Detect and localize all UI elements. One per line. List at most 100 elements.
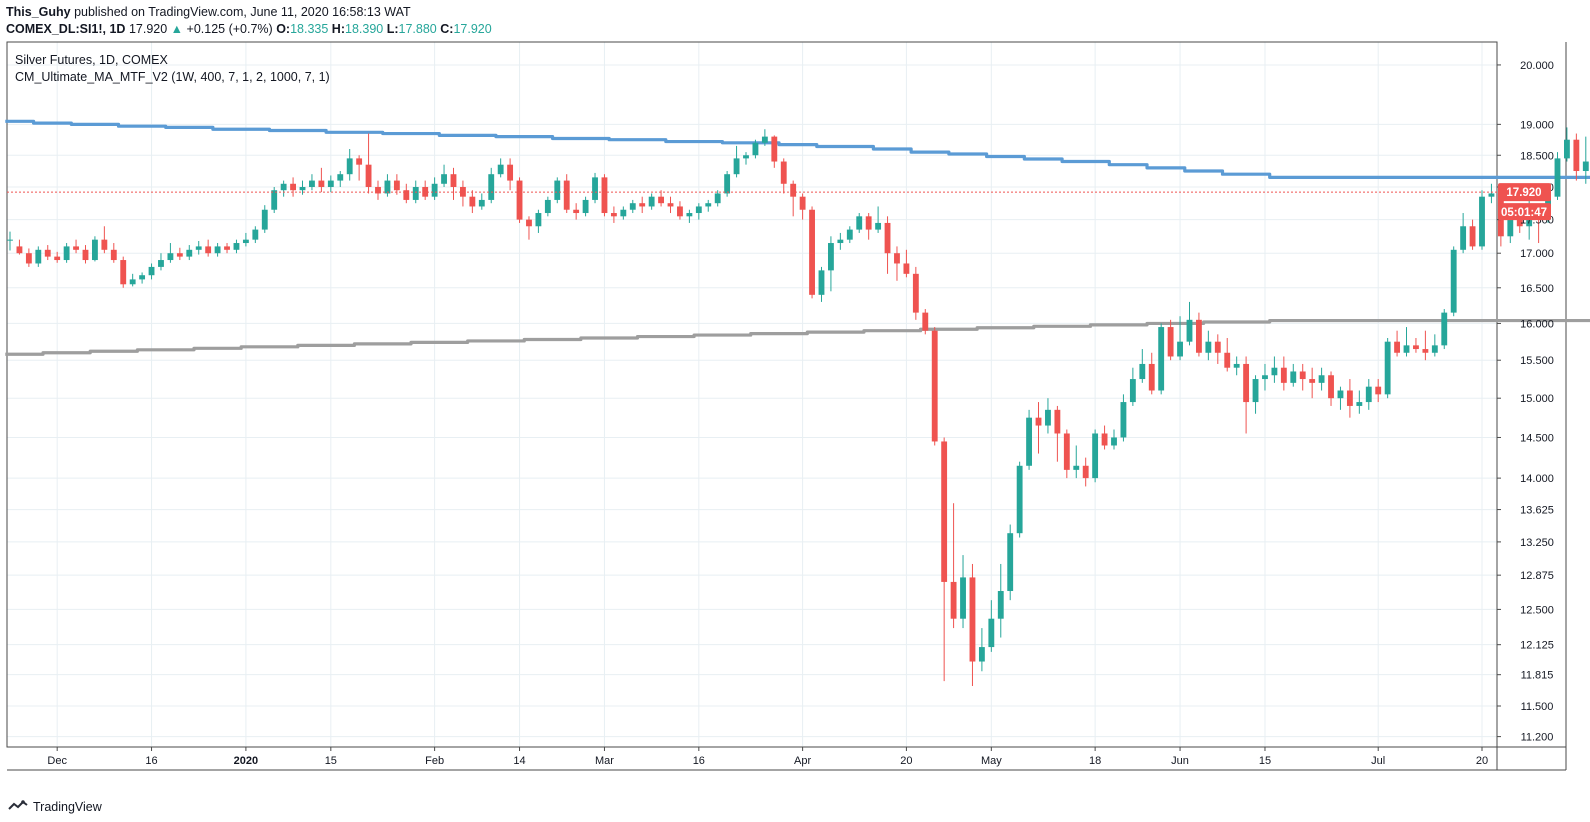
chart-title: Silver Futures, 1D, COMEX <box>15 53 168 67</box>
candle-body <box>148 266 155 276</box>
candle-body <box>535 213 542 227</box>
price-tick-label: 11.500 <box>1521 701 1554 713</box>
high-value: 18.390 <box>345 22 384 36</box>
candle-body <box>139 275 146 280</box>
countdown-badge <box>1498 203 1551 221</box>
low-value: 17.880 <box>398 22 437 36</box>
candle-body <box>327 180 334 187</box>
candle-body <box>309 180 315 187</box>
candle-body <box>110 249 117 261</box>
candle-body <box>544 199 551 214</box>
candle-body <box>1092 433 1099 479</box>
author-name[interactable]: This_Guhy <box>6 5 71 19</box>
candle-body <box>1111 437 1117 446</box>
candle-body <box>988 618 995 648</box>
candle-body <box>1280 367 1287 383</box>
time-tick-label: 16 <box>145 755 157 767</box>
candle-body <box>375 186 381 194</box>
chart-header: This_Guhy published on TradingView.com, … <box>6 4 1566 38</box>
up-arrow-icon: ▲ <box>170 22 184 36</box>
candle-body <box>25 253 32 264</box>
candle-body <box>1460 226 1467 250</box>
close-value: 17.920 <box>453 22 492 36</box>
candle-body <box>224 246 230 250</box>
candles <box>7 127 1589 687</box>
candle-body <box>1054 409 1061 434</box>
candle-body <box>978 647 985 662</box>
candle-body <box>1422 349 1429 353</box>
candle-body <box>1479 196 1485 247</box>
candle-body <box>73 246 79 250</box>
candle-body <box>54 256 61 261</box>
candle-body <box>422 186 429 197</box>
candle-body <box>677 206 683 217</box>
candle-body <box>1337 390 1344 399</box>
candle-body <box>894 253 900 264</box>
candle-body <box>1082 465 1089 479</box>
candle-body <box>1299 371 1306 380</box>
candle-body <box>205 246 212 254</box>
candle-body <box>1007 533 1014 592</box>
price-tick-label: 14.500 <box>1520 432 1554 444</box>
candle-body <box>610 213 617 217</box>
candle-body <box>950 581 957 619</box>
candle-body <box>714 193 721 204</box>
candle-body <box>1309 379 1316 383</box>
footer: TradingView <box>8 797 102 817</box>
candle-body <box>271 190 278 210</box>
candle-body <box>695 206 702 214</box>
candle-body <box>44 249 51 257</box>
candle-body <box>1214 341 1221 353</box>
time-tick-label: 16 <box>693 755 705 767</box>
tradingview-logo-icon[interactable] <box>8 800 28 814</box>
candle-body <box>441 174 447 184</box>
candle-body <box>1488 193 1495 197</box>
candle-body <box>733 158 740 175</box>
candle-body <box>837 239 844 244</box>
candle-body <box>1186 319 1193 342</box>
plot-border <box>6 41 1498 748</box>
chart-grid <box>7 42 1497 747</box>
candle-body <box>1252 379 1259 403</box>
candle-body <box>771 136 778 162</box>
price-tick-label: 13.625 <box>1520 505 1554 517</box>
low-label: L: <box>386 22 399 36</box>
moving-averages <box>5 119 1590 356</box>
candle-body <box>356 158 363 165</box>
candle-body <box>469 196 476 207</box>
time-tick-label: 15 <box>1259 755 1271 767</box>
candle-body <box>101 239 108 250</box>
time-axis: Dec 16 2020 15 Feb 14 Mar 16 Apr 20 May 18 Jun 15 Jul 2… <box>47 747 1488 767</box>
candle-body <box>176 253 183 257</box>
candle-body <box>252 229 259 240</box>
time-tick-label: 2020 <box>234 755 258 767</box>
candle-body <box>337 174 344 181</box>
publish-line: This_Guhy published on TradingView.com, … <box>6 4 1566 21</box>
open-label: O: <box>276 22 291 36</box>
candle-body <box>1375 386 1382 395</box>
price-tick-label: 11.200 <box>1521 732 1554 744</box>
candle-body <box>242 239 249 244</box>
candle-body <box>1120 402 1127 438</box>
candle-body <box>1195 319 1202 353</box>
footer-brand[interactable]: TradingView <box>33 800 102 814</box>
price-tick-label: 12.125 <box>1520 640 1554 652</box>
ma-line-weekly <box>5 119 1590 179</box>
candle-body <box>195 246 202 250</box>
price-tick-label: 16.500 <box>1520 283 1554 295</box>
candle-body <box>365 164 372 187</box>
candle-body <box>1045 409 1051 426</box>
open-value: 18.335 <box>290 22 329 36</box>
candle-body <box>818 270 825 295</box>
indicator-label[interactable]: CM_Ultimate_MA_MTF_V2 (1W, 400, 7, 1, 2,… <box>15 70 330 84</box>
candle-body <box>488 174 495 200</box>
candle-body <box>63 246 70 261</box>
price-tick-label: 15.000 <box>1520 393 1554 405</box>
candle-body <box>526 219 532 227</box>
candle-body <box>412 186 419 200</box>
candle-body <box>1403 345 1410 353</box>
candle-body <box>1441 312 1448 346</box>
candle-body <box>7 239 13 241</box>
candle-body <box>629 203 636 210</box>
